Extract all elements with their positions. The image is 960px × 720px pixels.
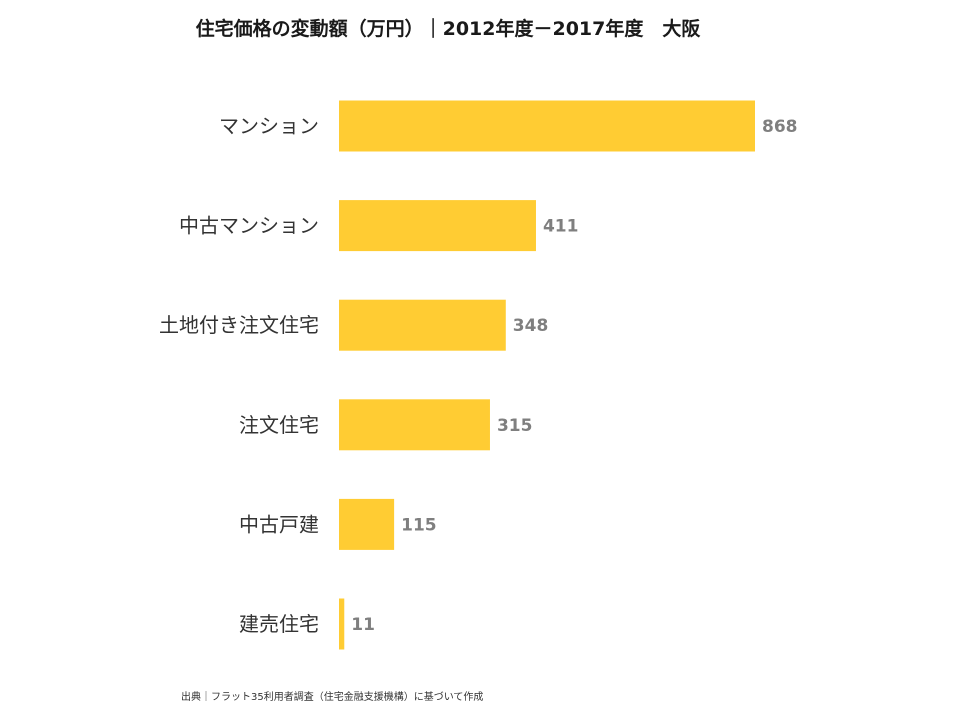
- value-label-6: 11: [351, 615, 375, 635]
- bar-4: [339, 399, 490, 451]
- bar-1: [339, 100, 755, 152]
- value-label-3: 348: [513, 316, 549, 336]
- category-label-2: 中古マンション: [179, 214, 319, 238]
- bar-3: [339, 299, 506, 351]
- value-label-1: 868: [762, 117, 798, 137]
- category-label-5: 中古戸建: [239, 512, 319, 536]
- category-label-6: 建売住宅: [239, 612, 319, 636]
- category-label-1: マンション: [219, 114, 319, 138]
- source-note: 出典｜フラット35利用者調査（住宅金融支援機構）に基づいて作成: [181, 692, 484, 703]
- bar-5: [339, 498, 395, 550]
- category-label-3: 土地付き注文住宅: [159, 313, 319, 337]
- bars-layer: マンション 868 中古マンション 411 土地付き注文住宅 348 注文住宅 315 中古戸建…: [159, 100, 798, 650]
- value-label-5: 115: [401, 515, 437, 535]
- category-label-4: 注文住宅: [239, 413, 319, 437]
- bar-2: [339, 200, 536, 252]
- bar-6: [339, 598, 345, 650]
- value-label-2: 411: [543, 217, 579, 237]
- value-label-4: 315: [497, 416, 533, 436]
- chart-title: 住宅価格の変動額（万円）｜2012年度－2017年度 大阪: [195, 18, 701, 40]
